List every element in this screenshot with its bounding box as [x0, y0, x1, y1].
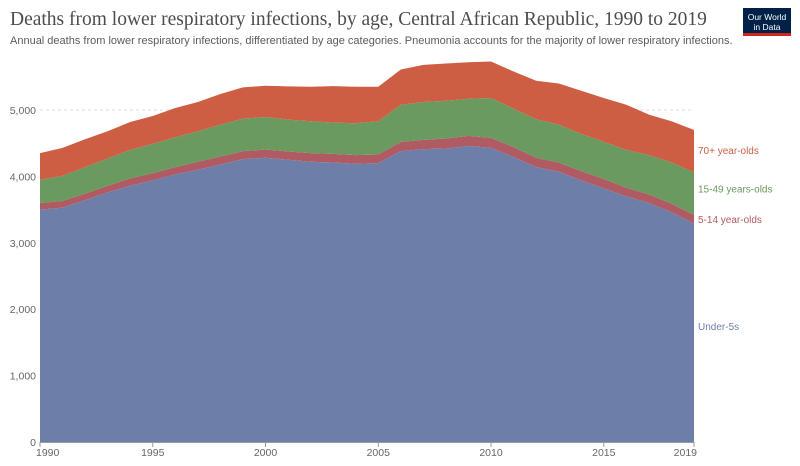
chart-title: Deaths from lower respiratory infections…	[10, 9, 707, 30]
x-tick-label: 2015	[592, 447, 616, 459]
series-label-under5: Under-5s	[698, 322, 739, 333]
y-tick-label: 0	[30, 437, 36, 449]
series-label-age70plus: 70+ year-olds	[698, 146, 759, 157]
owid-logo[interactable]: Our World in Data	[743, 8, 791, 36]
x-tick-label: 2000	[254, 447, 278, 459]
x-tick-label: 1995	[141, 447, 165, 459]
y-tick-label: 3,000	[10, 238, 36, 250]
logo-line-2: in Data	[753, 22, 781, 32]
y-tick-label: 5,000	[10, 105, 36, 117]
series-label-age5_14: 5-14 year-olds	[698, 215, 762, 226]
x-tick-label: 2005	[367, 447, 391, 459]
logo-line-1: Our World	[747, 12, 787, 22]
area-age5_14	[40, 135, 694, 224]
area-age15_49	[40, 98, 694, 215]
x-tick-label: 2010	[479, 447, 503, 459]
series-label-age15_49: 15-49 years-olds	[698, 185, 772, 196]
y-tick-label: 1,000	[10, 371, 36, 383]
y-tick-label: 4,000	[10, 171, 36, 183]
y-tick-label: 2,000	[10, 304, 36, 316]
area-under5	[40, 145, 694, 443]
x-tick-label: 2019	[674, 447, 698, 459]
x-tick-label: 1990	[36, 447, 60, 459]
chart-subtitle: Annual deaths from lower respiratory inf…	[10, 35, 733, 47]
area-age70plus	[40, 61, 694, 180]
